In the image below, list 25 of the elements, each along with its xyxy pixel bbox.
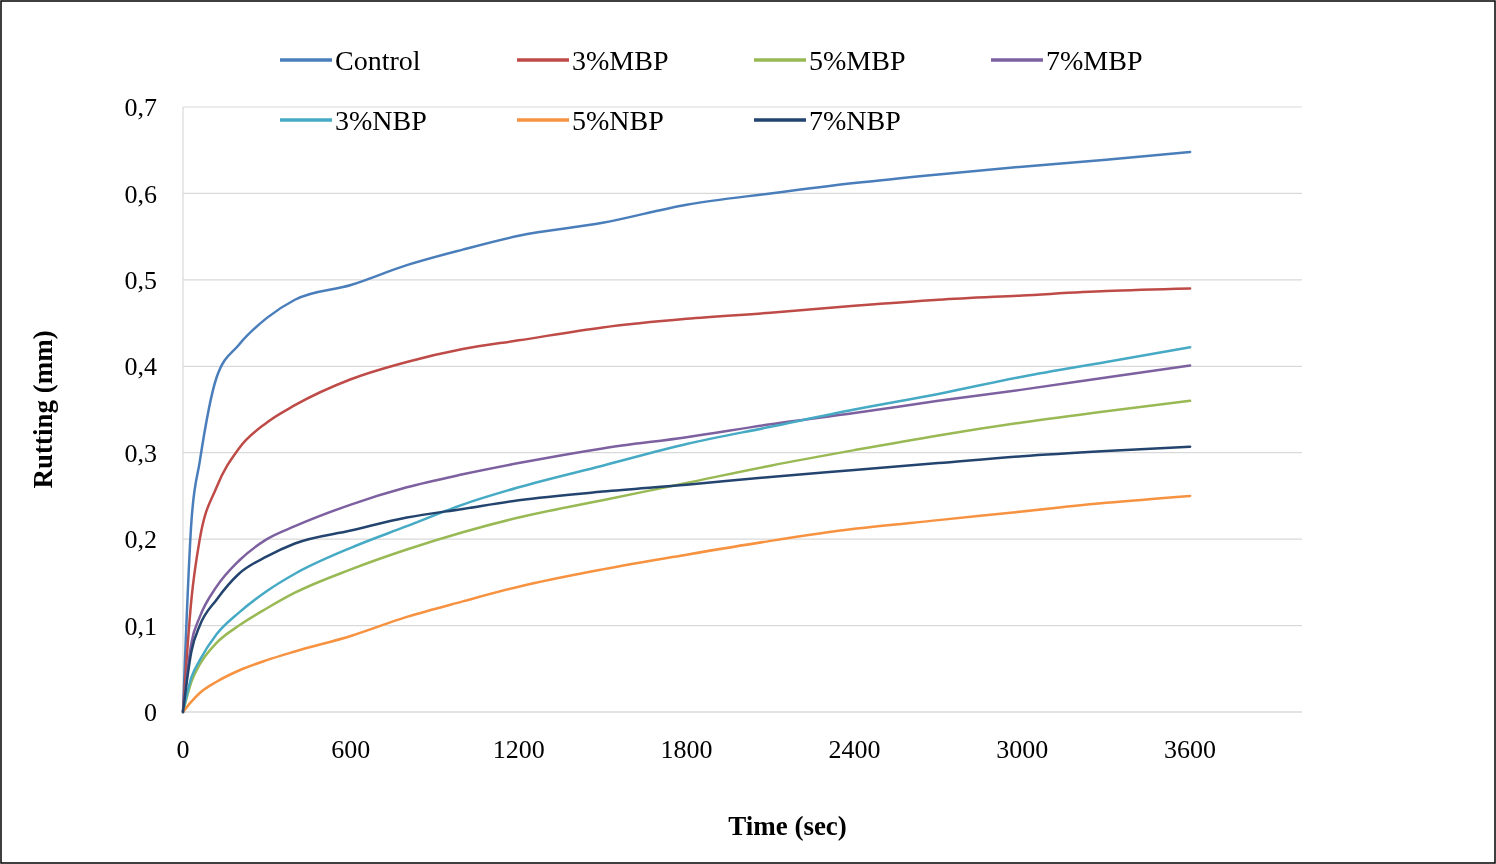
x-axis-title: Time (sec) (728, 811, 847, 841)
y-tick-label: 0,4 (124, 352, 157, 382)
legend-label: 3%NBP (335, 104, 427, 136)
y-tick-label: 0,1 (124, 611, 157, 641)
y-tick-label: 0,6 (124, 179, 157, 209)
x-tick-label: 2400 (828, 735, 881, 764)
y-tick-label: 0,2 (124, 525, 157, 555)
x-tick-label: 600 (331, 735, 371, 764)
x-tick-label: 1800 (660, 735, 713, 764)
legend-label: 7%MBP (1046, 44, 1143, 76)
y-tick-label: 0,5 (124, 265, 157, 295)
legend-label: 5%NBP (572, 104, 664, 136)
y-tick-label: 0,3 (124, 438, 157, 468)
y-tick-label: 0,7 (124, 93, 157, 123)
line-series (181, 494, 1192, 714)
legend-label: Control (335, 44, 421, 76)
y-axis-title: Rutting (mm) (28, 330, 58, 489)
legend-label: 7%NBP (809, 104, 901, 136)
x-tick-label: 1200 (492, 735, 545, 764)
y-tick-label: 0 (144, 698, 157, 728)
x-tick-label: 3000 (996, 735, 1049, 764)
legend-label: 5%MBP (809, 44, 906, 76)
x-tick-label: 0 (176, 735, 190, 764)
x-tick-label: 3600 (1164, 735, 1217, 764)
legend-label: 3%MBP (572, 44, 669, 76)
